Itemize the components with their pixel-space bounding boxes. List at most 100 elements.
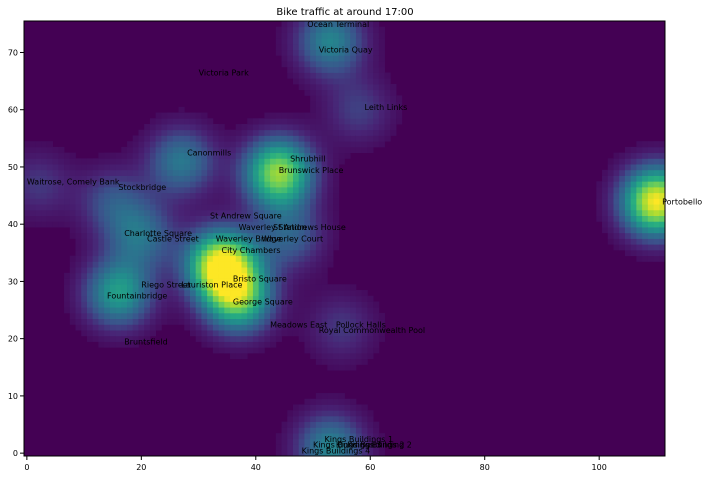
heatmap-cell — [81, 158, 88, 165]
heatmap-cell — [35, 209, 42, 216]
heatmap-cell — [218, 175, 225, 182]
heatmap-cell — [29, 164, 36, 171]
heatmap-cell — [161, 129, 168, 136]
heatmap-cell — [310, 221, 317, 228]
heatmap-cell — [315, 267, 322, 274]
heatmap-cell — [613, 192, 620, 199]
heatmap-cell — [24, 204, 31, 211]
station-label: Bristo Square — [233, 275, 287, 284]
heatmap-cell — [235, 238, 242, 245]
heatmap-cell — [127, 181, 134, 188]
heatmap-cell — [167, 124, 174, 131]
heatmap-cell — [350, 438, 357, 445]
heatmap-cell — [292, 324, 300, 331]
heatmap-cell — [315, 227, 322, 234]
heatmap-cell — [29, 192, 36, 199]
heatmap-cell — [264, 221, 271, 228]
heatmap-cell — [98, 198, 105, 205]
heatmap-cell — [281, 175, 288, 182]
heatmap-cell — [241, 238, 248, 245]
heatmap-cell — [315, 72, 322, 79]
heatmap-cell — [310, 21, 317, 28]
heatmap-cell — [310, 444, 317, 451]
heatmap-cell — [653, 255, 660, 262]
heatmap-cell — [86, 290, 94, 297]
heatmap-cell — [624, 221, 632, 228]
heatmap-cell — [41, 146, 48, 154]
heatmap-cell — [327, 347, 334, 354]
heatmap-cell — [333, 181, 340, 188]
heatmap-cell — [310, 341, 317, 348]
heatmap-cell — [252, 129, 260, 136]
heatmap-cell — [298, 415, 305, 423]
heatmap-cell — [212, 129, 219, 136]
heatmap-cell — [172, 158, 179, 165]
heatmap-cell — [275, 146, 282, 154]
heatmap-cell — [104, 181, 111, 188]
heatmap-cell — [149, 215, 157, 222]
heatmap-cell — [327, 158, 334, 165]
heatmap-cell — [132, 209, 139, 216]
heatmap-cell — [247, 118, 254, 125]
heatmap-cell — [315, 146, 322, 154]
heatmap-cell — [310, 284, 317, 291]
heatmap-cell — [235, 324, 242, 331]
heatmap-cell — [127, 146, 134, 154]
heatmap-cell — [653, 204, 660, 211]
heatmap-cell — [315, 21, 322, 28]
heatmap-cell — [355, 335, 363, 342]
heatmap-cell — [361, 146, 368, 154]
heatmap-cell — [287, 135, 294, 142]
heatmap-cell — [92, 278, 99, 285]
heatmap-cell — [184, 204, 191, 211]
heatmap-cell — [344, 330, 351, 337]
heatmap-cell — [281, 227, 288, 234]
heatmap-cell — [281, 433, 288, 440]
heatmap-cell — [321, 49, 328, 56]
heatmap-cell — [367, 444, 374, 451]
heatmap-cell — [275, 32, 282, 39]
heatmap-cell — [355, 301, 363, 308]
station-label: Riego Street — [141, 280, 191, 289]
heatmap-cell — [361, 433, 368, 440]
heatmap-cell — [212, 238, 219, 245]
heatmap-cell — [92, 181, 99, 188]
heatmap-cell — [333, 393, 340, 400]
heatmap-cell — [642, 221, 649, 228]
heatmap-cell — [144, 295, 151, 302]
heatmap-cell — [230, 175, 237, 182]
heatmap-cell — [292, 215, 300, 222]
heatmap-cell — [230, 152, 237, 159]
chart-title: Bike traffic at around 17:00 — [276, 7, 413, 18]
heatmap-cell — [264, 284, 271, 291]
heatmap-cell — [189, 307, 197, 314]
heatmap-cell — [281, 261, 288, 268]
heatmap-cell — [241, 255, 248, 262]
heatmap-cell — [333, 415, 340, 423]
heatmap-cell — [252, 186, 260, 194]
heatmap-cell — [304, 198, 311, 205]
heatmap-cell — [29, 221, 36, 228]
heatmap-cell — [292, 192, 300, 199]
heatmap-cell — [298, 124, 305, 131]
heatmap-cell — [35, 192, 42, 199]
heatmap-cell — [172, 209, 179, 216]
heatmap-cell — [310, 158, 317, 165]
heatmap-cell — [642, 192, 649, 199]
heatmap-cell — [333, 129, 340, 136]
heatmap-cell — [275, 221, 282, 228]
heatmap-cell — [98, 284, 105, 291]
heatmap-cell — [138, 204, 145, 211]
heatmap-cell — [636, 227, 643, 234]
heatmap-cell — [607, 181, 614, 188]
heatmap-cell — [247, 209, 254, 216]
heatmap-cell — [252, 255, 260, 262]
heatmap-cell — [298, 43, 305, 51]
heatmap-cell — [218, 198, 225, 205]
heatmap-cell — [642, 198, 649, 205]
heatmap-cell — [178, 238, 185, 245]
heatmap-cell — [378, 438, 385, 445]
heatmap-cell — [367, 32, 374, 39]
heatmap-cell — [624, 181, 632, 188]
heatmap-cell — [98, 341, 105, 348]
